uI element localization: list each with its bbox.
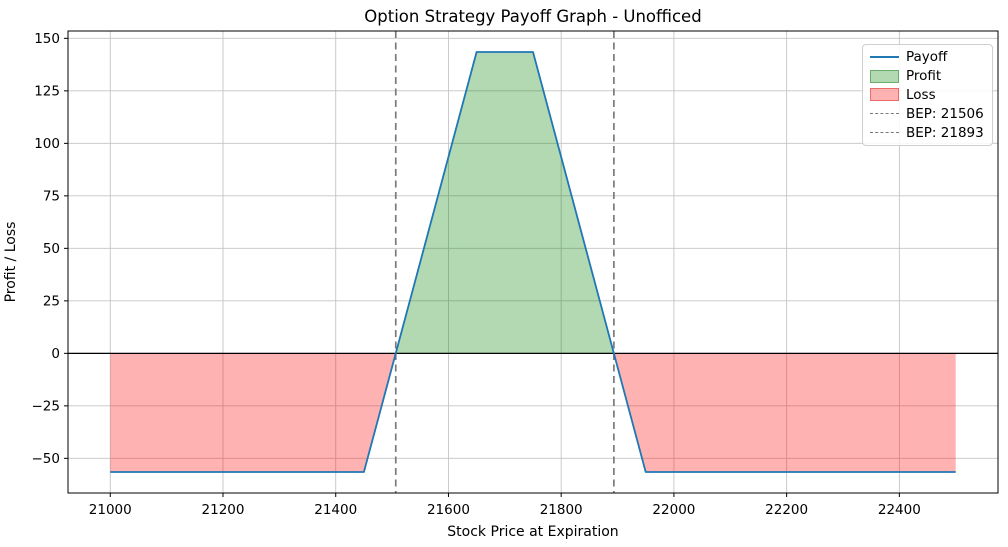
y-tick-label: 0 (51, 346, 60, 362)
plot-draw-layer: 21000 21200 21400 21600 21800 22000 22200 22400… (32, 30, 999, 518)
loss-region-left (110, 353, 396, 472)
payoff-line-swatch-icon (870, 56, 899, 59)
legend-label-bep-upper: BEP: 21893 (906, 124, 984, 141)
x-tick-label: 21800 (540, 502, 583, 518)
y-tick-label: −50 (32, 451, 61, 467)
x-tick-label: 22000 (652, 502, 695, 518)
chart-title: Option Strategy Payoff Graph - Unofficed (364, 7, 701, 26)
x-tick-label: 21600 (427, 502, 470, 518)
legend-label-profit: Profit (906, 68, 942, 85)
x-tick-label: 21200 (202, 502, 245, 518)
payoff-line (110, 51, 956, 473)
profit-region (395, 52, 614, 354)
loss-region-right (613, 353, 956, 472)
y-axis-label: Profit / Loss (3, 222, 19, 303)
legend-label-payoff: Payoff (906, 49, 948, 66)
y-tick-label: −25 (32, 398, 61, 414)
profit-patch-swatch-icon (870, 69, 899, 83)
x-tick-label: 21400 (314, 502, 357, 518)
x-axis-label: Stock Price at Expiration (447, 524, 618, 540)
legend-item-loss: Loss (870, 86, 985, 105)
bep-dashed-swatch-icon (870, 113, 899, 115)
legend-item-bep-lower: BEP: 21506 (870, 104, 985, 123)
plot-border (67, 30, 999, 494)
y-tick-label: 25 (43, 293, 60, 309)
x-tick-label: 22400 (878, 502, 921, 518)
x-tick-label: 21000 (89, 502, 132, 518)
legend-label-bep-lower: BEP: 21506 (906, 105, 984, 122)
legend-item-profit: Profit (870, 67, 985, 86)
loss-patch-swatch-icon (870, 88, 899, 102)
y-tick-label: 150 (34, 31, 60, 47)
x-tick-label: 22200 (765, 502, 808, 518)
bep-dashed-swatch-icon (870, 132, 899, 134)
y-tick-label: 75 (43, 188, 60, 204)
legend: Payoff Profit Loss BEP: 21506 BEP: 21893 (862, 44, 993, 146)
y-tick-label: 100 (34, 136, 60, 152)
legend-item-payoff: Payoff (870, 48, 985, 67)
y-tick-label: 50 (43, 241, 60, 257)
legend-label-loss: Loss (906, 86, 936, 103)
legend-item-bep-upper: BEP: 21893 (870, 123, 985, 142)
y-tick-label: 125 (34, 83, 60, 99)
